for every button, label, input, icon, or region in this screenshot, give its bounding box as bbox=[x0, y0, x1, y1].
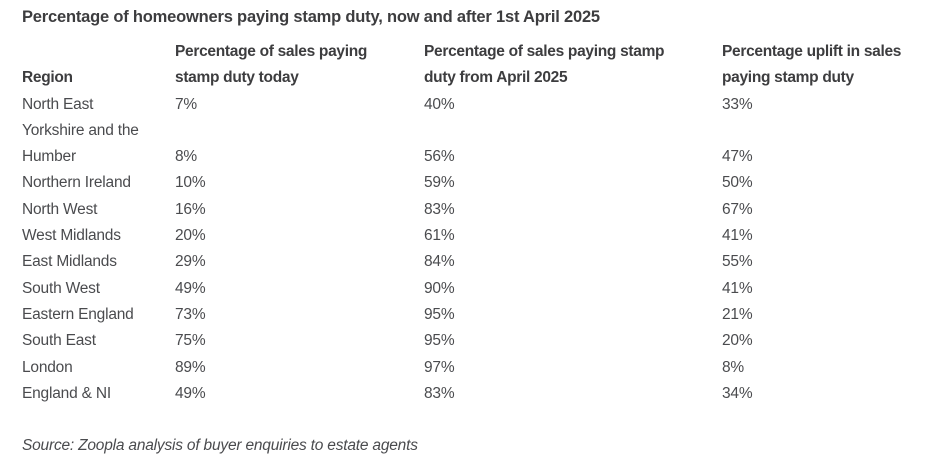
source-note: Source: Zoopla analysis of buyer enquiri… bbox=[22, 437, 418, 455]
table-row: North East 7% 40% 33% bbox=[22, 92, 936, 118]
today-cell: 89% bbox=[175, 358, 206, 376]
column-header-today: Percentage of sales paying stamp duty to… bbox=[175, 43, 368, 87]
table-row: Yorkshire and the Humber 8% 56% 47% bbox=[22, 118, 936, 171]
table-row: Northern Ireland 10% 59% 50% bbox=[22, 170, 936, 196]
today-cell: 73% bbox=[175, 305, 206, 323]
today-cell: 49% bbox=[175, 279, 206, 297]
april-cell: 84% bbox=[424, 253, 455, 271]
stamp-duty-table: Region Percentage of sales paying stamp … bbox=[22, 39, 936, 407]
region-cell: London bbox=[22, 358, 73, 376]
uplift-cell: 50% bbox=[722, 174, 753, 192]
region-cell: North East bbox=[22, 95, 94, 113]
uplift-cell: 67% bbox=[722, 200, 753, 218]
region-cell: North West bbox=[22, 200, 98, 218]
uplift-cell: 21% bbox=[722, 305, 753, 323]
uplift-cell: 34% bbox=[722, 384, 753, 402]
today-cell: 10% bbox=[175, 174, 206, 192]
column-header-april: Percentage of sales paying stamp duty fr… bbox=[424, 43, 665, 87]
uplift-cell: 41% bbox=[722, 279, 753, 297]
region-cell: East Midlands bbox=[22, 253, 117, 271]
uplift-cell: 33% bbox=[722, 95, 753, 113]
uplift-cell: 41% bbox=[722, 227, 753, 245]
april-cell: 61% bbox=[424, 227, 455, 245]
uplift-cell: 8% bbox=[722, 358, 745, 376]
today-cell: 20% bbox=[175, 227, 206, 245]
today-cell: 8% bbox=[175, 148, 198, 166]
table-row: South West 49% 90% 41% bbox=[22, 276, 936, 302]
april-cell: 90% bbox=[424, 279, 455, 297]
column-header-region: Region bbox=[22, 69, 73, 87]
april-cell: 95% bbox=[424, 332, 455, 350]
region-cell: South East bbox=[22, 332, 96, 350]
april-cell: 95% bbox=[424, 305, 455, 323]
uplift-cell: 55% bbox=[722, 253, 753, 271]
today-cell: 29% bbox=[175, 253, 206, 271]
table-row: England & NI 49% 83% 34% bbox=[22, 381, 936, 407]
uplift-cell: 47% bbox=[722, 148, 753, 166]
region-cell: West Midlands bbox=[22, 227, 121, 245]
april-cell: 97% bbox=[424, 358, 455, 376]
table-row: North West 16% 83% 67% bbox=[22, 197, 936, 223]
april-cell: 83% bbox=[424, 384, 455, 402]
region-cell: Northern Ireland bbox=[22, 174, 131, 192]
region-cell: Yorkshire and the Humber bbox=[22, 121, 139, 166]
today-cell: 49% bbox=[175, 384, 206, 402]
table-row: London 89% 97% 8% bbox=[22, 355, 936, 381]
table-row: South East 75% 95% 20% bbox=[22, 328, 936, 354]
today-cell: 7% bbox=[175, 95, 198, 113]
today-cell: 75% bbox=[175, 332, 206, 350]
table-row: East Midlands 29% 84% 55% bbox=[22, 249, 936, 275]
table-row: West Midlands 20% 61% 41% bbox=[22, 223, 936, 249]
table-row: Eastern England 73% 95% 21% bbox=[22, 302, 936, 328]
april-cell: 59% bbox=[424, 174, 455, 192]
uplift-cell: 20% bbox=[722, 332, 753, 350]
april-cell: 83% bbox=[424, 200, 455, 218]
april-cell: 40% bbox=[424, 95, 455, 113]
april-cell: 56% bbox=[424, 148, 455, 166]
region-cell: South West bbox=[22, 279, 100, 297]
column-header-uplift: Percentage uplift in sales paying stamp … bbox=[722, 43, 902, 87]
header-row: Region Percentage of sales paying stamp … bbox=[22, 39, 936, 92]
region-cell: Eastern England bbox=[22, 305, 134, 323]
today-cell: 16% bbox=[175, 200, 206, 218]
table-title: Percentage of homeowners paying stamp du… bbox=[22, 8, 600, 26]
region-cell: England & NI bbox=[22, 384, 111, 402]
